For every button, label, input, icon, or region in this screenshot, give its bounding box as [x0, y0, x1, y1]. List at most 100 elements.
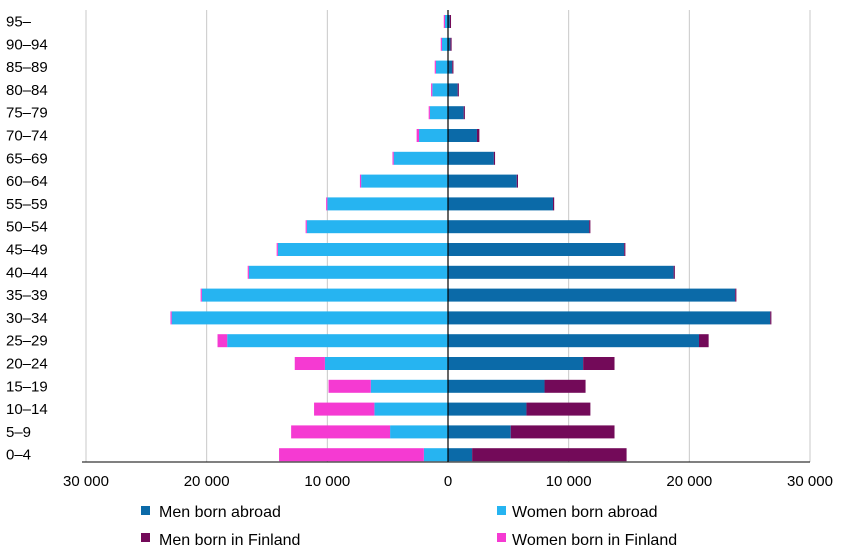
- bar-men-born-abroad-age-11: [448, 243, 625, 256]
- age-label-13: 35–39: [6, 287, 48, 304]
- age-label-5: 75–79: [6, 105, 48, 122]
- age-label-20: 0–4: [6, 447, 31, 464]
- bar-women-born-abroad-age-1: [444, 15, 448, 28]
- age-label-6: 70–74: [6, 128, 48, 145]
- bar-women-born-abroad-age-3: [435, 60, 448, 74]
- bar-women-born-abroad-age-16: [324, 357, 448, 370]
- bar-women-born-in-finland-age-10: [305, 220, 307, 234]
- bar-men-born-abroad-age-4: [448, 83, 458, 97]
- bar-women-born-in-finland-age-18: [314, 402, 375, 416]
- age-group-labels: 95– 90–94 85–89 80–84 75–79 70–74 65–69 60–64 55…: [6, 14, 48, 464]
- bar-men-born-abroad-age-2: [448, 37, 451, 51]
- legend-swatch-women-born-abroad: [497, 506, 506, 515]
- x-tick-label-3: 0: [444, 473, 452, 490]
- bar-women-born-abroad-age-9: [327, 197, 448, 211]
- bar-women-born-in-finland-age-7: [392, 151, 394, 165]
- age-label-15: 25–29: [6, 333, 48, 350]
- bar-women-born-abroad-age-19: [390, 425, 448, 439]
- bar-men-born-in-finland-age-12: [673, 265, 675, 279]
- bar-women-born-in-finland-age-9: [326, 197, 328, 211]
- bar-men-born-abroad-age-1: [448, 15, 450, 28]
- age-label-1: 95–: [6, 14, 32, 31]
- legend-label-men-born-abroad: Men born abroad: [159, 504, 281, 521]
- bar-women-born-in-finland-age-19: [291, 425, 391, 439]
- bar-men-born-in-finland-age-3: [452, 60, 454, 74]
- bar-men-born-in-finland-age-5: [463, 106, 465, 120]
- legend-label-women-born-in-finland: Women born in Finland: [512, 532, 677, 549]
- bar-women-born-abroad-age-13: [201, 288, 448, 302]
- legend-swatch-men-born-in-finland: [141, 533, 150, 542]
- bar-women-born-abroad-age-5: [429, 106, 448, 120]
- bar-men-born-abroad-age-10: [448, 220, 590, 234]
- bar-men-born-in-finland-age-7: [493, 151, 496, 165]
- bar-men-born-abroad-age-20: [448, 448, 473, 462]
- bar-men-born-in-finland-age-18: [526, 402, 591, 416]
- bars: [170, 15, 772, 462]
- legend-swatch-men-born-abroad: [141, 506, 150, 515]
- bar-men-born-abroad-age-16: [448, 357, 584, 370]
- legend-swatch-women-born-in-finland: [497, 533, 506, 542]
- bar-women-born-abroad-age-17: [370, 379, 448, 393]
- bar-men-born-abroad-age-17: [448, 379, 545, 393]
- axes: [82, 10, 810, 463]
- x-tick-label-6: 30 000: [787, 473, 833, 490]
- age-label-11: 45–49: [6, 242, 48, 259]
- x-tick-labels: 30 000 20 000 10 000 0 10 000 20 000 30 000: [63, 473, 833, 490]
- bar-men-born-in-finland-age-10: [589, 220, 591, 234]
- bar-men-born-abroad-age-13: [448, 288, 736, 302]
- bar-women-born-in-finland-age-8: [359, 174, 362, 188]
- bar-women-born-in-finland-age-20: [279, 448, 424, 462]
- bar-women-born-in-finland-age-16: [294, 357, 325, 370]
- age-label-10: 50–54: [6, 219, 48, 236]
- bar-men-born-in-finland-age-20: [472, 448, 627, 462]
- bar-men-born-abroad-age-14: [448, 311, 771, 325]
- bar-men-born-in-finland-age-15: [698, 334, 709, 348]
- bar-women-born-abroad-age-18: [374, 402, 448, 416]
- x-tick-label-4: 10 000: [546, 473, 592, 490]
- bar-women-born-abroad-age-12: [248, 265, 448, 279]
- age-label-14: 30–34: [6, 310, 48, 327]
- bar-women-born-abroad-age-20: [423, 448, 448, 462]
- bar-men-born-abroad-age-19: [448, 425, 511, 439]
- bar-men-born-in-finland-age-14: [770, 311, 772, 325]
- bar-women-born-abroad-age-14: [171, 311, 448, 325]
- bar-men-born-abroad-age-7: [448, 151, 494, 165]
- bar-women-born-in-finland-age-15: [217, 334, 228, 348]
- bar-women-born-abroad-age-7: [393, 151, 448, 165]
- bar-men-born-abroad-age-18: [448, 402, 527, 416]
- bar-men-born-in-finland-age-8: [516, 174, 518, 188]
- bar-men-born-in-finland-age-9: [552, 197, 555, 211]
- bar-men-born-in-finland-age-13: [735, 288, 737, 302]
- bar-women-born-in-finland-age-5: [428, 106, 430, 120]
- bar-men-born-in-finland-age-6: [476, 129, 480, 142]
- bar-women-born-in-finland-age-11: [276, 243, 278, 256]
- bar-women-born-abroad-age-10: [306, 220, 448, 234]
- bar-men-born-abroad-age-9: [448, 197, 553, 211]
- bar-men-born-abroad-age-8: [448, 174, 517, 188]
- bar-women-born-in-finland-age-12: [247, 265, 249, 279]
- bar-women-born-in-finland-age-1: [443, 15, 445, 28]
- age-label-2: 90–94: [6, 36, 48, 53]
- x-tick-label-2: 10 000: [304, 473, 350, 490]
- x-tick-label-1: 20 000: [184, 473, 230, 490]
- age-label-7: 65–69: [6, 150, 48, 167]
- age-label-9: 55–59: [6, 196, 48, 213]
- bar-men-born-abroad-age-6: [448, 129, 477, 142]
- age-label-4: 80–84: [6, 82, 48, 99]
- legend: Men born abroad Women born abroad Men born…: [141, 504, 677, 549]
- bar-men-born-abroad-age-12: [448, 265, 674, 279]
- bar-women-born-abroad-age-8: [361, 174, 448, 188]
- x-tick-label-5: 20 000: [666, 473, 712, 490]
- legend-label-men-born-in-finland: Men born in Finland: [159, 532, 300, 549]
- bar-women-born-in-finland-age-3: [434, 60, 436, 74]
- age-label-16: 20–24: [6, 356, 48, 373]
- age-label-12: 40–44: [6, 264, 48, 281]
- bar-men-born-in-finland-age-17: [544, 379, 586, 393]
- bar-men-born-in-finland-age-4: [457, 83, 459, 97]
- gridlines: [85, 10, 811, 462]
- bar-women-born-in-finland-age-17: [328, 379, 371, 393]
- age-label-8: 60–64: [6, 173, 48, 190]
- age-label-17: 15–19: [6, 378, 48, 395]
- bar-men-born-in-finland-age-11: [624, 243, 626, 256]
- bar-men-born-abroad-age-15: [448, 334, 699, 348]
